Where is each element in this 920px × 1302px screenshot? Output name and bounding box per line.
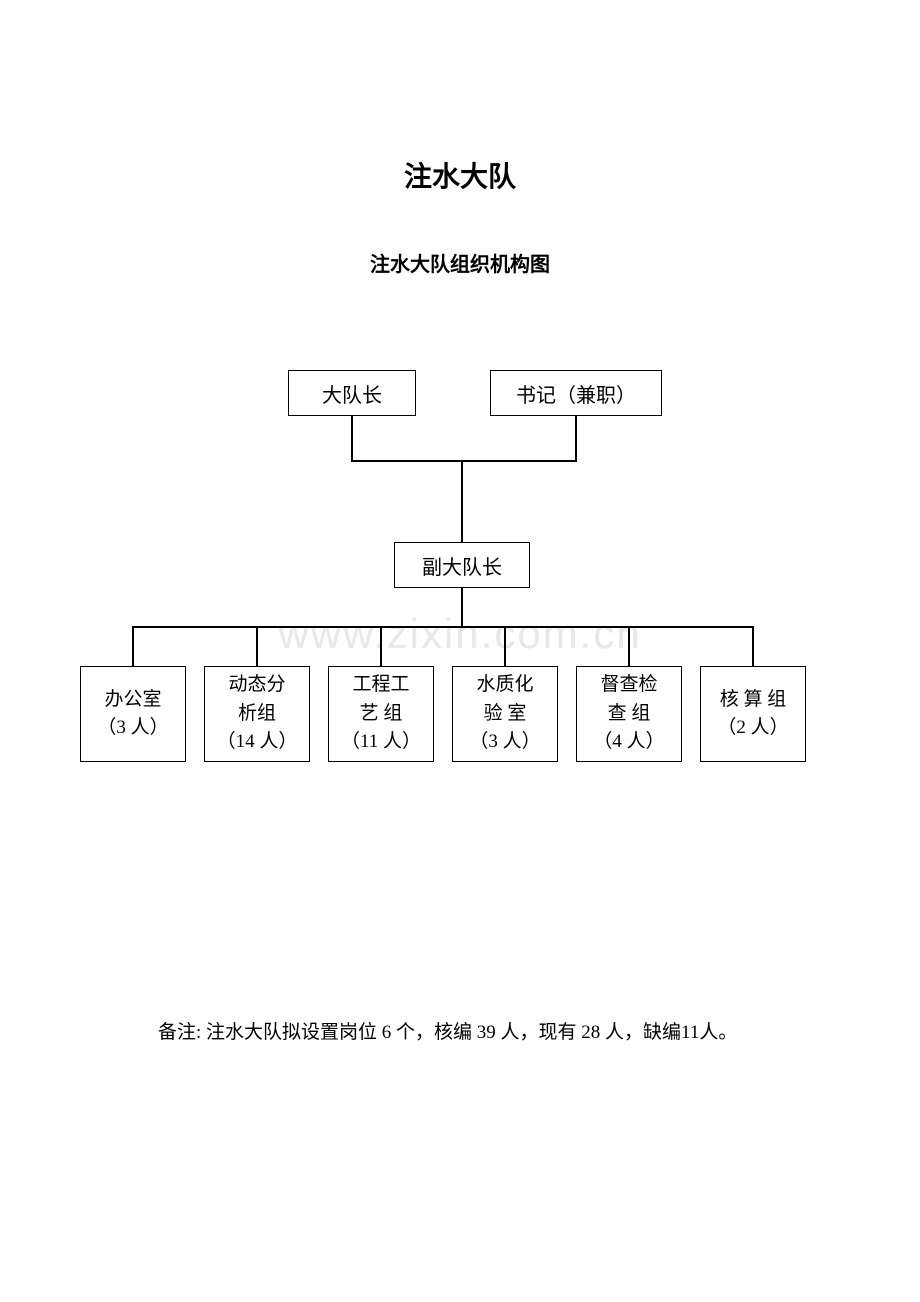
node-line: 工程工 bbox=[352, 671, 409, 700]
node-label: 书记（兼职） bbox=[516, 379, 636, 408]
node-water-quality: 水质化 验 室 （3 人） bbox=[452, 666, 558, 762]
node-line: 析组 bbox=[238, 700, 276, 729]
page-title: 注水大队 bbox=[0, 155, 920, 195]
connector-line bbox=[461, 460, 463, 542]
connector-line bbox=[380, 626, 382, 666]
node-line: 查 组 bbox=[608, 700, 651, 729]
node-label: 副大队长 bbox=[422, 551, 502, 580]
node-line: （4 人） bbox=[593, 728, 664, 757]
node-line: （2 人） bbox=[717, 714, 788, 743]
node-engineering: 工程工 艺 组 （11 人） bbox=[328, 666, 434, 762]
connector-line bbox=[132, 626, 754, 628]
node-line: 水质化 bbox=[476, 671, 533, 700]
node-deputy: 副大队长 bbox=[394, 542, 530, 588]
node-accounting: 核 算 组 （2 人） bbox=[700, 666, 806, 762]
connector-line bbox=[752, 626, 754, 666]
node-secretary: 书记（兼职） bbox=[490, 370, 662, 416]
node-line: 艺 组 bbox=[360, 700, 403, 729]
node-line: 验 室 bbox=[484, 700, 527, 729]
node-label: 大队长 bbox=[322, 379, 382, 408]
node-inspection: 督查检 查 组 （4 人） bbox=[576, 666, 682, 762]
connector-line bbox=[351, 416, 353, 460]
footnote-text: 备注: 注水大队拟设置岗位 6 个，核编 39 人，现有 28 人，缺编11人。 bbox=[120, 1008, 800, 1057]
org-chart: 大队长 书记（兼职） 副大队长 办公室 （3 人） 动态分 析组 （14 人） … bbox=[0, 360, 920, 810]
node-line: （14 人） bbox=[217, 728, 298, 757]
node-leader: 大队长 bbox=[288, 370, 416, 416]
connector-line bbox=[575, 416, 577, 460]
node-line: 督查检 bbox=[600, 671, 657, 700]
connector-line bbox=[504, 626, 506, 666]
node-line: 办公室 bbox=[104, 686, 161, 715]
node-analysis: 动态分 析组 （14 人） bbox=[204, 666, 310, 762]
node-line: （11 人） bbox=[341, 728, 421, 757]
connector-line bbox=[132, 626, 134, 666]
connector-line bbox=[351, 460, 577, 462]
node-line: （3 人） bbox=[469, 728, 540, 757]
node-line: 动态分 bbox=[228, 671, 285, 700]
node-line: （3 人） bbox=[97, 714, 168, 743]
connector-line bbox=[628, 626, 630, 666]
subtitle: 注水大队组织机构图 bbox=[0, 248, 920, 277]
node-line: 核 算 组 bbox=[720, 686, 787, 715]
connector-line bbox=[256, 626, 258, 666]
node-office: 办公室 （3 人） bbox=[80, 666, 186, 762]
connector-line bbox=[461, 588, 463, 626]
